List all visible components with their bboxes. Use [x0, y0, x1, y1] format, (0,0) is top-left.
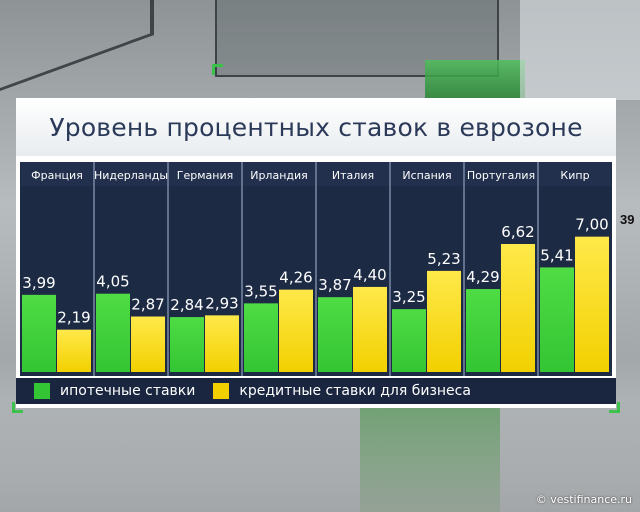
value-label: 2,93	[205, 294, 238, 312]
category-label: Ирландия	[250, 169, 308, 182]
corner-marker	[212, 64, 223, 75]
value-label: 3,55	[244, 282, 277, 300]
bar-mortgage	[170, 317, 204, 372]
category-label: Франция	[31, 169, 83, 182]
corner-marker	[609, 402, 620, 413]
legend-swatch-mortgage	[34, 383, 50, 399]
bar-business	[131, 316, 165, 372]
background-light	[520, 0, 640, 100]
value-label: 4,29	[466, 268, 499, 286]
bar-business	[57, 329, 91, 372]
bar-mortgage	[22, 294, 56, 372]
watermark: © vestifinance.ru	[535, 493, 632, 506]
legend-label-mortgage: ипотечные ставки	[60, 383, 196, 399]
title-bar: Уровень процентных ставок в еврозоне	[16, 98, 616, 156]
category-header	[21, 162, 93, 186]
chart-area: Франция 3,99 2,19 Нидерланды 4,05 2,87 Германи…	[20, 162, 612, 376]
category-header	[95, 162, 167, 186]
legend: ипотечные ставки кредитные ставки для би…	[16, 378, 616, 404]
value-label: 4,05	[96, 273, 129, 291]
value-label: 2,87	[131, 296, 164, 314]
legend-item-business: кредитные ставки для бизнеса	[213, 383, 471, 399]
bar-mortgage	[96, 293, 130, 372]
legend-label-business: кредитные ставки для бизнеса	[239, 383, 471, 399]
background-frame	[0, 0, 154, 92]
background-floor-reflection	[360, 400, 500, 512]
legend-item-mortgage: ипотечные ставки	[34, 383, 195, 399]
chart-title: Уровень процентных ставок в еврозоне	[49, 112, 583, 142]
corner-marker	[12, 402, 23, 413]
value-label: 2,84	[170, 296, 203, 314]
category-header	[243, 162, 315, 186]
bar-business	[427, 270, 461, 372]
bar-mortgage	[466, 289, 500, 372]
category-label: Германия	[177, 169, 233, 182]
value-label: 6,62	[501, 223, 534, 241]
value-label: 7,00	[575, 216, 608, 234]
value-label: 5,23	[427, 250, 460, 268]
category-label: Португалия	[467, 169, 535, 182]
bar-mortgage	[318, 297, 352, 372]
value-label: 3,99	[22, 274, 55, 292]
background-floor	[0, 400, 640, 512]
category-header	[317, 162, 389, 186]
category-label: Кипр	[560, 169, 589, 182]
partial-background-text: 39	[620, 212, 635, 227]
bar-chart: Франция 3,992,19 Нидерланды 4,052,87 Германи…	[21, 162, 611, 376]
bar-business	[279, 289, 313, 372]
category-header	[465, 162, 537, 186]
value-label: 3,25	[392, 288, 425, 306]
bar-mortgage	[392, 309, 426, 372]
background-green-block	[425, 60, 525, 105]
value-label: 4,26	[279, 269, 312, 287]
legend-swatch-business	[213, 383, 230, 399]
bar-mortgage	[244, 303, 278, 372]
category-label: Италия	[332, 169, 374, 182]
value-label: 3,87	[318, 276, 351, 294]
category-header	[169, 162, 241, 186]
bar-business	[353, 286, 387, 372]
bar-mortgage	[540, 267, 574, 372]
value-label: 4,40	[353, 266, 386, 284]
category-label: Нидерланды	[94, 169, 168, 182]
chart-panel: Уровень процентных ставок в еврозоне Фра…	[16, 98, 616, 408]
category-header	[539, 162, 611, 186]
category-header	[391, 162, 463, 186]
bar-business	[501, 244, 535, 372]
bar-business	[205, 315, 239, 372]
category-label: Испания	[402, 169, 451, 182]
value-label: 5,41	[540, 246, 573, 264]
value-label: 2,19	[57, 309, 90, 327]
bar-business	[575, 236, 609, 372]
